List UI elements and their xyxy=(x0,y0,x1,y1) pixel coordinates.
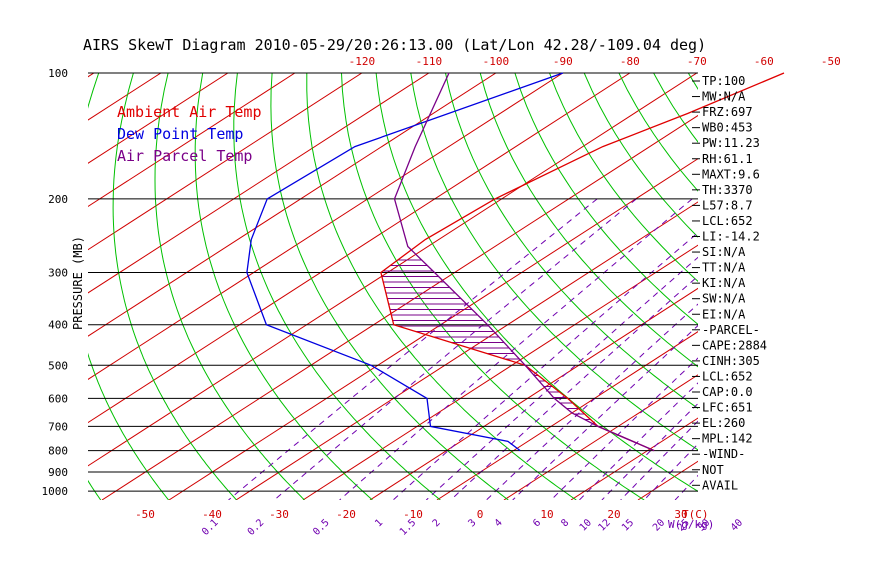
mixing-ratio-tick-label: 15 xyxy=(620,517,636,533)
dry-adiabat-line xyxy=(480,73,870,500)
top-temp-tick-label: -110 xyxy=(416,55,443,68)
dry-adiabat-line xyxy=(827,73,870,500)
dry-adiabat-line xyxy=(515,73,870,500)
stat-label: NOT xyxy=(702,463,724,477)
stat-label: AVAIL xyxy=(702,478,738,492)
isotherm-line xyxy=(303,73,870,500)
pressure-tick-label: 200 xyxy=(48,193,68,206)
stat-label: -PARCEL- xyxy=(702,323,760,337)
chart-title: AIRS SkewT Diagram 2010-05-29/20:26:13.0… xyxy=(83,36,706,54)
mixing-ratio-line xyxy=(753,199,870,500)
stat-label: L57:8.7 xyxy=(702,198,753,212)
stat-label: LCL:652 xyxy=(702,369,753,383)
y-axis-label: PRESSURE (MB) xyxy=(71,236,85,330)
stat-label: WB0:453 xyxy=(702,121,753,135)
stat-label: -WIND- xyxy=(702,447,745,461)
stat-label: MAXT:9.6 xyxy=(702,167,760,181)
mixing-ratio-tick-label: 8 xyxy=(559,517,571,529)
pressure-tick-label: 600 xyxy=(48,392,68,405)
top-temp-tick-label: -60 xyxy=(754,55,774,68)
bottom-temp-tick-label: -50 xyxy=(135,508,155,521)
isotherm-line xyxy=(504,73,870,500)
pressure-tick-label: 300 xyxy=(48,267,68,280)
dry-adiabat-line xyxy=(234,73,441,500)
isotherm-line xyxy=(772,73,870,500)
dry-adiabat-line xyxy=(792,73,870,500)
mixing-ratio-tick-label: 10 xyxy=(578,517,594,533)
stat-label: SI:N/A xyxy=(702,245,746,259)
top-temp-tick-label: -50 xyxy=(821,55,841,68)
legend-entry: Dew Point Temp xyxy=(117,125,243,143)
dry-adiabat-line xyxy=(376,73,712,500)
stat-label: PW:11.23 xyxy=(702,136,760,150)
mixing-ratio-tick-label: 1 xyxy=(373,517,385,529)
top-temp-tick-label: -120 xyxy=(349,55,376,68)
stat-label: LCL:652 xyxy=(702,214,753,228)
pressure-tick-label: 400 xyxy=(48,319,68,332)
legend-entry: Air Parcel Temp xyxy=(117,147,252,165)
mixing-ratio-tick-label: 2 xyxy=(431,517,443,529)
pressure-tick-label: 900 xyxy=(48,466,68,479)
stat-label: CINH:305 xyxy=(702,354,760,368)
mixing-ratio-tick-label: 0.2 xyxy=(246,517,267,538)
stat-label: RH:61.1 xyxy=(702,152,753,166)
top-temp-tick-label: -90 xyxy=(553,55,573,68)
stat-label: MW:N/A xyxy=(702,90,746,104)
stat-label: EI:N/A xyxy=(702,307,746,321)
parcel-temp-line xyxy=(395,73,655,451)
mixing-ratio-tick-label: 20 xyxy=(651,517,667,533)
bottom-temp-tick-label: 10 xyxy=(540,508,553,521)
dry-adiabat-line xyxy=(862,73,870,500)
stat-label: TH:3370 xyxy=(702,183,753,197)
legend-entry: Ambient Air Temp xyxy=(117,103,262,121)
stat-label: LFC:651 xyxy=(702,401,753,415)
top-temp-tick-label: -70 xyxy=(687,55,707,68)
mixing-ratio-unit-label: W(g/kg) xyxy=(668,518,714,531)
mixing-ratio-tick-label: 0.5 xyxy=(311,517,332,538)
stat-label: LI:-14.2 xyxy=(702,230,760,244)
mixing-ratio-tick-label: 40 xyxy=(729,517,745,533)
pressure-tick-label: 1000 xyxy=(42,485,69,498)
top-temp-tick-label: -100 xyxy=(483,55,510,68)
pressure-tick-label: 800 xyxy=(48,445,68,458)
pressure-tick-label: 700 xyxy=(48,420,68,433)
dry-adiabat-line xyxy=(446,73,849,500)
bottom-temp-tick-label: -10 xyxy=(403,508,423,521)
stat-label: SW:N/A xyxy=(702,292,746,306)
pressure-tick-label: 100 xyxy=(48,67,68,80)
stat-label: CAPE:2884 xyxy=(702,338,767,352)
top-temp-tick-label: -80 xyxy=(620,55,640,68)
dry-adiabat-line xyxy=(24,73,101,500)
isotherm-line xyxy=(839,73,870,500)
pressure-tick-label: 500 xyxy=(48,359,68,372)
stat-label: CAP:0.0 xyxy=(702,385,753,399)
stat-label: TP:100 xyxy=(702,74,745,88)
dry-adiabat-line xyxy=(758,73,870,500)
stat-label: EL:260 xyxy=(702,416,745,430)
bottom-temp-tick-label: -30 xyxy=(269,508,289,521)
isotherm-line xyxy=(236,73,870,500)
bottom-temp-tick-label: 0 xyxy=(477,508,484,521)
bottom-temp-tick-label: -20 xyxy=(336,508,356,521)
stat-label: KI:N/A xyxy=(702,276,746,290)
stat-label: TT:N/A xyxy=(702,261,746,275)
mixing-ratio-tick-label: 4 xyxy=(493,517,505,529)
mixing-ratio-line xyxy=(229,199,598,500)
stat-label: MPL:142 xyxy=(702,432,753,446)
bottom-temp-tick-label: 20 xyxy=(607,508,620,521)
dry-adiabat-line xyxy=(0,73,33,500)
stat-label: FRZ:697 xyxy=(702,105,753,119)
